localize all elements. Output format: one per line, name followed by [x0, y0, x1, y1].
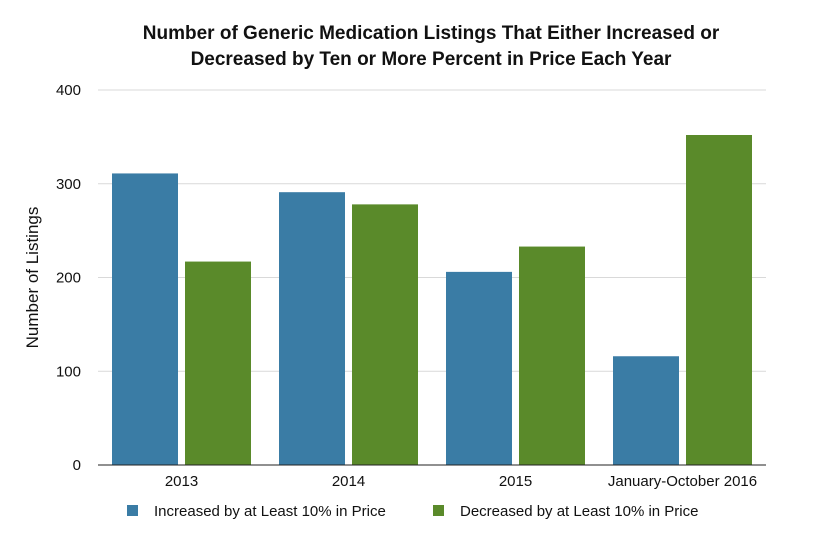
x-tick-label: 2013: [165, 473, 198, 490]
bar-increased-3: [613, 356, 679, 465]
bar-decreased-1: [352, 204, 418, 465]
x-tick-label: January-October 2016: [608, 473, 757, 490]
legend-swatch: [127, 505, 138, 516]
y-tick-label: 100: [56, 363, 81, 380]
y-tick-label: 200: [56, 270, 81, 287]
y-tick-label: 400: [56, 82, 81, 99]
chart-title-line-1: Number of Generic Medication Listings Th…: [143, 23, 720, 44]
chart-title-line-2: Decreased by Ten or More Percent in Pric…: [191, 49, 672, 70]
y-tick-label: 300: [56, 176, 81, 193]
bar-decreased-0: [185, 261, 251, 465]
bar-increased-2: [446, 271, 512, 465]
y-tick-label: 0: [73, 457, 81, 474]
legend-swatch: [433, 505, 444, 516]
bars: [112, 135, 752, 465]
bar-decreased-2: [519, 246, 585, 465]
bar-decreased-3: [686, 135, 752, 465]
x-axis-ticks: 2013 2014 2015 January-October 2016: [165, 473, 757, 490]
x-tick-label: 2015: [499, 473, 532, 490]
bar-increased-0: [112, 173, 178, 465]
y-axis-ticks: 0 100 200 300 400: [56, 82, 81, 474]
legend: Increased by at Least 10% in Price Decrea…: [127, 503, 698, 520]
bar-increased-1: [279, 192, 345, 465]
y-axis-label: Number of Listings: [23, 207, 42, 349]
legend-label: Decreased by at Least 10% in Price: [460, 503, 698, 520]
x-tick-label: 2014: [332, 473, 365, 490]
legend-label: Increased by at Least 10% in Price: [154, 503, 386, 520]
